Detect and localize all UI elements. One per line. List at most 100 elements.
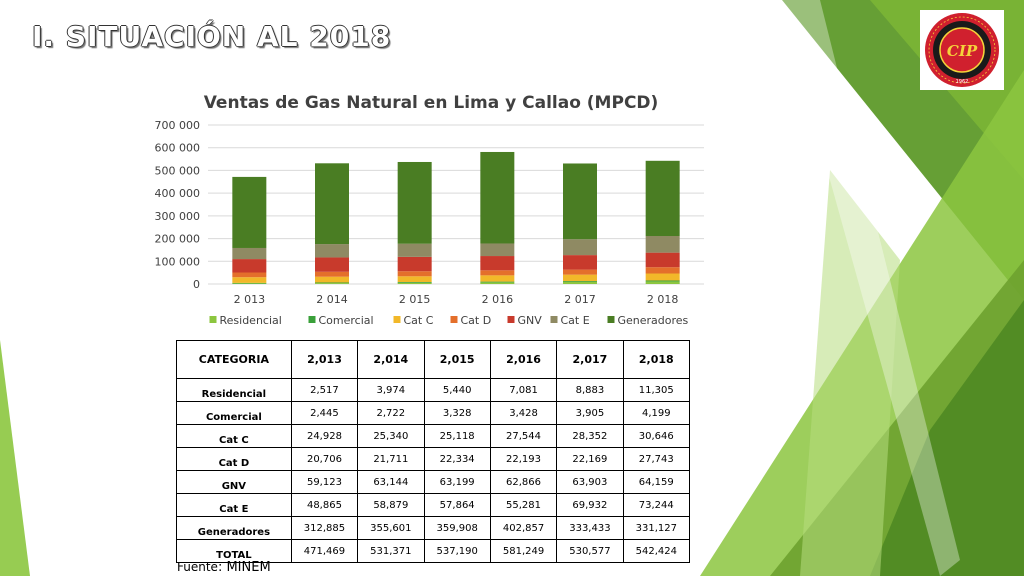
x-tick-label: 2 017	[564, 293, 596, 306]
value-cell: 542,424	[622, 539, 691, 563]
category-cell: Generadores	[176, 516, 292, 540]
bar-segment	[480, 275, 515, 282]
value-cell: 312,885	[290, 516, 359, 540]
value-cell: 537,190	[423, 539, 491, 563]
x-tick-label: 2 015	[399, 293, 431, 306]
value-cell: 359,908	[423, 516, 491, 540]
value-cell: 2,517	[290, 378, 359, 402]
source-label: Fuente	[177, 560, 218, 574]
bar-segment	[315, 282, 349, 284]
bar-segment	[232, 282, 267, 284]
value-cell: 7,081	[489, 378, 558, 402]
cip-logo: CIP 1962	[920, 10, 1004, 90]
bar-segment	[480, 281, 515, 283]
x-tick-label: 2 016	[482, 293, 514, 306]
bar-segment	[563, 269, 597, 275]
bar-segment	[397, 282, 432, 283]
bar-segment	[645, 273, 680, 281]
bar-segment	[563, 281, 597, 282]
legend-label: GNV	[518, 314, 543, 327]
bar-segment	[480, 270, 515, 276]
y-tick-label: 300 000	[155, 210, 201, 223]
legend-label: Cat D	[461, 314, 492, 327]
bar-segment	[480, 151, 515, 244]
value-cell: 4,199	[622, 401, 691, 425]
value-cell: 530,577	[556, 539, 624, 563]
table-header-cell: 2,016	[489, 340, 558, 379]
source-value: : MINEM	[217, 560, 271, 575]
value-cell: 402,857	[489, 516, 558, 540]
legend-swatch	[607, 316, 615, 323]
table-header-cell: 2,017	[556, 340, 624, 379]
bar-segment	[480, 282, 515, 284]
value-cell: 22,169	[556, 447, 624, 471]
value-cell: 3,974	[357, 378, 425, 402]
y-tick-label: 600 000	[155, 142, 201, 155]
value-cell: 55,281	[489, 493, 558, 517]
bar-segment	[397, 282, 432, 284]
y-tick-label: 400 000	[155, 187, 201, 200]
bar-segment	[645, 280, 680, 282]
slide-title: I. SITUACIÓN AL 2018	[32, 20, 392, 53]
value-cell: 471,469	[290, 539, 359, 563]
value-cell: 69,932	[556, 493, 624, 517]
bar-segment	[397, 276, 432, 283]
bar-segment	[232, 272, 267, 278]
bar-segment	[563, 255, 597, 270]
sales-table: CATEGORIA 2,013 2,014 2,015 2,016 2,017 2,018 …	[176, 340, 691, 563]
value-cell: 27,743	[622, 447, 691, 471]
legend-label: Generadores	[618, 314, 689, 327]
table-row: Cat E 48,865 58,879 57,864 55,281 69,932 73,24…	[176, 493, 691, 517]
value-cell: 24,928	[290, 424, 359, 448]
table-header-cell: 2,015	[423, 340, 491, 379]
bar-segment	[315, 244, 349, 258]
value-cell: 11,305	[622, 378, 691, 402]
legend-label: Cat C	[404, 314, 434, 327]
table-row: Cat C 24,928 25,340 25,118 27,544 28,352 30,64…	[176, 424, 691, 448]
value-cell: 20,706	[290, 447, 359, 471]
value-cell: 59,123	[290, 470, 359, 494]
y-tick-label: 200 000	[155, 233, 201, 246]
category-cell: GNV	[176, 470, 292, 494]
category-cell: Residencial	[176, 378, 292, 402]
bar-segment	[645, 281, 680, 284]
logo-monogram: CIP	[947, 42, 978, 60]
bar-segment	[645, 252, 680, 268]
x-tick-label: 2 018	[647, 293, 679, 306]
y-tick-label: 0	[193, 278, 200, 291]
bar-segment	[315, 276, 349, 283]
value-cell: 58,879	[357, 493, 425, 517]
bar-segment	[315, 271, 349, 277]
legend-swatch	[308, 316, 316, 323]
bar-segment	[315, 257, 349, 272]
value-cell: 5,440	[423, 378, 491, 402]
category-cell: Cat D	[176, 447, 292, 471]
value-cell: 63,144	[357, 470, 425, 494]
table-header-cell: 2,013	[290, 340, 359, 379]
bar-segment	[563, 281, 597, 284]
y-tick-label: 100 000	[155, 255, 201, 268]
table-row: TOTAL 471,469 531,371 537,190 581,249 530,577…	[176, 539, 691, 563]
bar-segment	[563, 163, 597, 240]
value-cell: 63,903	[556, 470, 624, 494]
table-row: Generadores 312,885 355,601 359,908 402,857 3…	[176, 516, 691, 540]
bar-segment	[397, 243, 432, 257]
value-cell: 73,244	[622, 493, 691, 517]
value-cell: 30,646	[622, 424, 691, 448]
table-header-row: CATEGORIA 2,013 2,014 2,015 2,016 2,017 2,018	[176, 340, 691, 379]
bar-segment	[232, 247, 267, 260]
bar-segment	[232, 283, 267, 284]
value-cell: 3,428	[489, 401, 558, 425]
bar-segment	[645, 160, 680, 237]
value-cell: 25,118	[423, 424, 491, 448]
value-cell: 62,866	[489, 470, 558, 494]
value-cell: 22,334	[423, 447, 491, 471]
value-cell: 57,864	[423, 493, 491, 517]
value-cell: 63,199	[423, 470, 491, 494]
value-cell: 3,905	[556, 401, 624, 425]
value-cell: 355,601	[357, 516, 425, 540]
bar-segment	[232, 176, 267, 248]
category-cell: Cat E	[176, 493, 292, 517]
value-cell: 581,249	[489, 539, 558, 563]
